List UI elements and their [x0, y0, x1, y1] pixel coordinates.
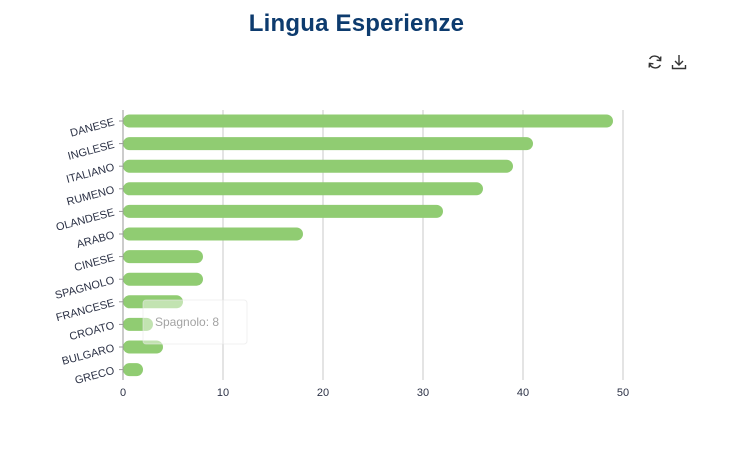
y-tick-label: DANESE — [69, 116, 116, 139]
y-tick-label: ARABO — [75, 229, 116, 251]
tooltip-text: Spagnolo: 8 — [155, 315, 219, 329]
y-tick-label: ITALIANO — [65, 161, 116, 185]
bar-rumeno[interactable] — [123, 182, 483, 196]
y-tick-label: CINESE — [73, 252, 116, 274]
bar-spagnolo[interactable] — [123, 272, 203, 286]
refresh-icon — [648, 55, 662, 69]
chart-toolbar — [645, 52, 689, 72]
tooltip-box — [142, 299, 248, 345]
bar-italiano[interactable] — [123, 159, 513, 173]
bar-greco[interactable] — [123, 363, 143, 377]
y-tick-label: CROATO — [68, 320, 116, 344]
y-tick-label: GRECO — [74, 365, 116, 387]
bar-danese[interactable] — [123, 114, 613, 128]
download-icon — [671, 55, 687, 70]
tooltip: Spagnolo: 8 — [142, 299, 248, 345]
y-tick-label: FRANCESE — [55, 297, 116, 324]
bar-inglese[interactable] — [123, 137, 533, 151]
bar-arabo[interactable] — [123, 227, 303, 241]
bars — [123, 114, 613, 377]
x-axis: 0 10 20 30 40 50 — [120, 387, 629, 399]
x-tick-label: 0 — [120, 387, 126, 399]
bar-olandese[interactable] — [123, 204, 443, 218]
y-tick-label: BULGARO — [61, 342, 116, 368]
x-tick-label: 50 — [617, 387, 629, 399]
y-tick-label: OLANDESE — [55, 207, 116, 234]
x-tick-label: 40 — [517, 387, 529, 399]
grid-lines — [222, 110, 624, 380]
bar-francese[interactable] — [123, 295, 183, 309]
y-tick-label: INGLESE — [67, 139, 116, 163]
x-tick-label: 20 — [317, 387, 329, 399]
x-tick-label: 30 — [417, 387, 429, 399]
chart-title: Lingua Esperienze — [248, 10, 465, 37]
y-tick-label: RUMENO — [65, 184, 116, 208]
download-button[interactable] — [669, 52, 689, 72]
y-axis: DANESEINGLESEITALIANORUMENOOLANDESEARABO… — [54, 110, 124, 387]
refresh-button[interactable] — [645, 52, 665, 72]
x-tick-label: 10 — [217, 387, 229, 399]
bar-croato[interactable] — [123, 317, 153, 331]
bar-cinese[interactable] — [123, 250, 203, 264]
